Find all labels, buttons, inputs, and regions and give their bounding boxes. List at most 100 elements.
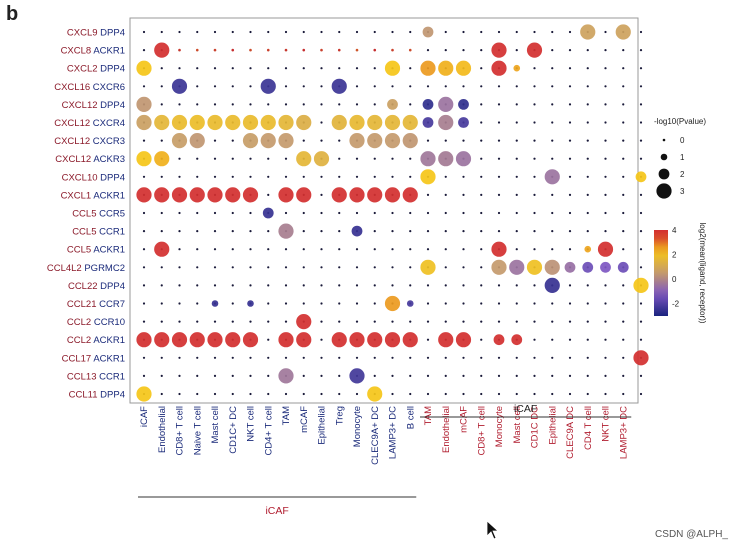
data-point <box>136 386 152 402</box>
y-tick-label: CXCL12 CXCR4 <box>54 118 125 129</box>
grid-dot <box>373 157 376 160</box>
grid-dot <box>426 302 430 305</box>
grid-dot <box>373 67 376 70</box>
grid-dot <box>586 49 589 52</box>
grid-dot <box>231 67 234 70</box>
data-point <box>367 187 383 203</box>
grid-dot <box>515 248 518 251</box>
grid-dot <box>622 49 625 52</box>
data-point <box>154 241 170 257</box>
grid-dot <box>480 103 483 106</box>
grid-dot <box>249 103 252 106</box>
grid-dot <box>586 392 589 396</box>
data-point <box>136 60 152 76</box>
grid-dot <box>639 211 643 215</box>
grid-dot <box>533 338 536 341</box>
grid-dot <box>480 157 483 160</box>
grid-dot <box>586 302 589 305</box>
grid-dot <box>213 230 217 233</box>
x-tick-label: CD1C DC <box>530 406 541 448</box>
grid-dot <box>142 284 146 287</box>
data-point <box>458 117 469 128</box>
grid-dot <box>444 266 447 269</box>
grid-dot <box>178 211 181 215</box>
grid-dot <box>586 85 589 88</box>
grid-dot <box>497 302 501 305</box>
y-tick-label: CCL11 DPP4 <box>69 390 125 401</box>
grid-dot <box>497 121 501 124</box>
grid-dot <box>622 157 625 160</box>
grid-dot <box>444 302 447 305</box>
grid-dot <box>267 230 270 233</box>
grid-dot <box>444 211 447 215</box>
grid-dot <box>480 121 483 124</box>
data-point <box>284 48 288 52</box>
color-bar-tick: 2 <box>672 251 677 260</box>
grid-dot <box>515 49 518 52</box>
grid-dot <box>231 230 234 233</box>
grid-dot <box>462 374 465 377</box>
grid-dot <box>160 302 163 305</box>
grid-dot <box>480 392 483 396</box>
grid-dot <box>409 30 412 34</box>
grid-dot <box>586 338 589 341</box>
grid-dot <box>444 30 447 34</box>
data-point <box>367 114 383 131</box>
grid-dot <box>551 356 554 359</box>
grid-dot <box>568 374 572 377</box>
grid-dot <box>515 356 518 359</box>
y-tick-label: CXCL12 ACKR3 <box>55 154 125 165</box>
grid-dot <box>604 211 607 215</box>
grid-dot <box>320 392 323 396</box>
grid-dot <box>586 356 589 359</box>
grid-dot <box>231 356 234 359</box>
grid-dot <box>231 374 234 377</box>
grid-dot <box>142 356 146 359</box>
grid-dot <box>249 320 252 323</box>
grid-dot <box>568 121 572 124</box>
grid-dot <box>178 356 181 359</box>
grid-dot <box>355 356 359 359</box>
x-tick-label: CD4 T cell <box>583 406 594 450</box>
data-point <box>349 187 365 203</box>
grid-dot <box>284 30 288 34</box>
grid-dot <box>302 30 305 34</box>
grid-dot <box>480 211 483 215</box>
grid-dot <box>568 103 572 106</box>
grid-dot <box>196 67 199 70</box>
grid-dot <box>178 30 181 34</box>
grid-dot <box>373 85 376 88</box>
data-point <box>455 332 472 348</box>
grid-dot <box>604 139 607 142</box>
grid-dot <box>338 30 341 34</box>
grid-dot <box>409 392 412 396</box>
data-point <box>278 133 294 149</box>
data-point <box>438 114 454 131</box>
data-point <box>384 295 401 312</box>
grid-dot <box>338 374 341 377</box>
data-point <box>420 259 436 275</box>
grid-dot <box>267 103 270 106</box>
grid-dot <box>586 230 589 233</box>
grid-dot <box>249 175 252 178</box>
data-point <box>633 350 649 366</box>
grid-dot <box>160 85 163 88</box>
grid-dot <box>462 139 465 142</box>
grid-dot <box>444 85 447 88</box>
grid-dot <box>462 193 465 196</box>
grid-dot <box>320 248 323 251</box>
grid-dot <box>249 284 252 287</box>
data-point <box>349 114 365 131</box>
grid-dot <box>338 320 341 323</box>
grid-dot <box>622 302 625 305</box>
x-tick-label: NKT cell <box>601 406 612 442</box>
grid-dot <box>533 103 536 106</box>
grid-dot <box>426 356 430 359</box>
grid-dot <box>284 211 288 215</box>
grid-dot <box>196 30 199 34</box>
grid-dot <box>409 266 412 269</box>
grid-dot <box>622 392 625 396</box>
grid-dot <box>249 392 252 396</box>
watermark-text: CSDN @ALPH_ <box>655 529 728 540</box>
grid-dot <box>267 30 270 34</box>
